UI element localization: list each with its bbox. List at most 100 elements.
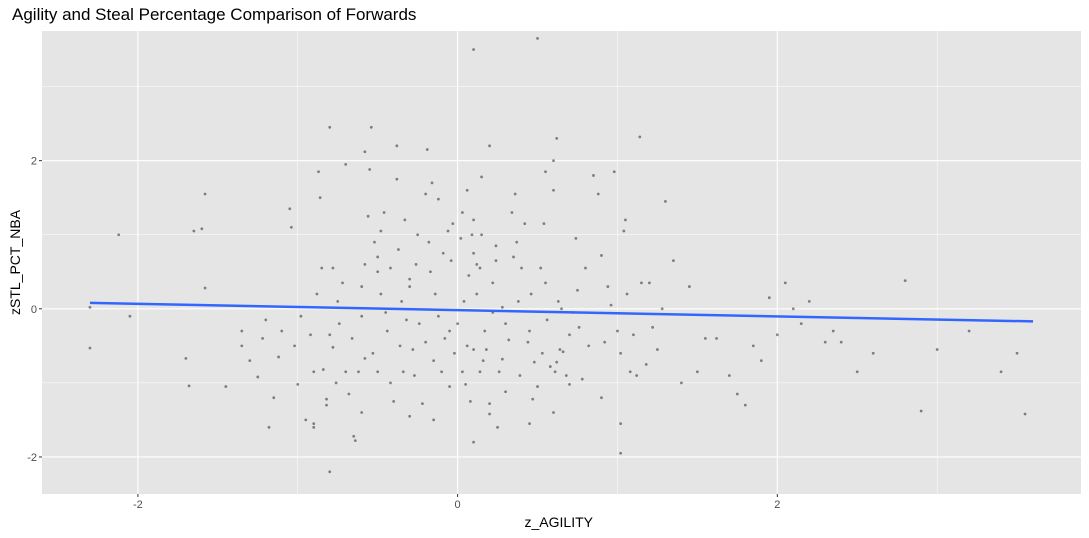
data-point: [417, 322, 421, 326]
data-point: [625, 292, 629, 296]
data-point: [376, 370, 380, 374]
data-point: [328, 470, 332, 474]
data-point: [544, 281, 547, 285]
data-point: [600, 254, 603, 257]
data-point: [516, 299, 520, 303]
data-point: [299, 314, 303, 318]
data-point: [619, 351, 623, 355]
data-point: [352, 434, 356, 438]
major-gridlines: [42, 31, 1081, 494]
data-point: [432, 359, 436, 363]
data-point: [456, 322, 459, 326]
data-point: [312, 425, 316, 429]
data-point: [494, 244, 498, 248]
data-point: [398, 344, 402, 348]
data-point: [715, 337, 718, 340]
data-point: [288, 207, 292, 211]
data-point: [544, 170, 547, 174]
data-point: [831, 329, 835, 333]
data-point: [556, 299, 560, 303]
data-point: [619, 422, 623, 426]
data-point: [839, 340, 843, 344]
data-point: [384, 311, 388, 314]
data-point: [389, 266, 392, 270]
data-point: [628, 370, 632, 374]
data-point: [999, 370, 1003, 374]
data-point: [366, 214, 370, 218]
data-point: [552, 159, 555, 163]
data-point: [427, 240, 431, 244]
data-point: [475, 292, 479, 296]
data-point: [483, 329, 487, 333]
data-point: [656, 348, 659, 351]
data-point: [360, 314, 364, 318]
minor-gridlines: [42, 31, 1081, 494]
data-point: [312, 370, 316, 374]
data-point: [432, 418, 436, 422]
data-point: [660, 307, 664, 311]
data-point: [472, 440, 475, 444]
data-point: [400, 299, 404, 303]
data-point: [488, 144, 491, 148]
data-point: [560, 307, 563, 311]
data-point: [561, 350, 565, 354]
data-point: [539, 266, 543, 270]
data-point: [264, 318, 268, 322]
data-point: [472, 48, 475, 51]
data-point: [192, 229, 196, 233]
data-points: [88, 37, 1027, 474]
data-point: [1023, 412, 1027, 416]
data-point: [337, 322, 341, 326]
data-point: [304, 418, 308, 422]
data-point: [523, 222, 527, 226]
x-tick-label: 0: [455, 499, 461, 511]
data-point: [528, 422, 531, 426]
data-point: [919, 409, 923, 413]
data-point: [117, 233, 121, 237]
data-point: [504, 390, 507, 394]
data-point: [727, 374, 731, 377]
data-point: [280, 329, 284, 333]
data-point: [467, 274, 471, 277]
data-point: [542, 222, 546, 226]
data-point: [379, 292, 383, 296]
data-point: [648, 281, 651, 285]
data-point: [751, 344, 755, 348]
data-point: [256, 375, 260, 379]
data-point: [903, 279, 907, 283]
data-point: [416, 233, 420, 237]
data-point: [616, 329, 619, 333]
axis-ticks: -2 0 2 -2 0 2: [27, 156, 780, 511]
data-point: [449, 259, 453, 263]
data-point: [88, 346, 92, 350]
data-point: [558, 348, 562, 351]
data-point: [576, 288, 579, 292]
data-point: [350, 337, 354, 340]
chart-title: Agility and Steal Percentage Comparison …: [12, 5, 417, 24]
data-point: [528, 329, 531, 333]
trend-line: [89, 301, 1034, 323]
data-point: [478, 266, 482, 270]
data-point: [371, 351, 375, 355]
data-point: [320, 266, 324, 270]
data-point: [448, 385, 452, 388]
data-point: [644, 362, 648, 366]
data-point: [472, 251, 475, 255]
data-point: [429, 270, 432, 274]
data-point: [413, 374, 416, 377]
data-point: [484, 348, 488, 351]
data-point: [513, 192, 517, 196]
data-point: [128, 314, 132, 318]
data-point: [325, 403, 328, 407]
data-point: [584, 266, 587, 270]
data-point: [807, 299, 811, 303]
data-point: [443, 337, 447, 340]
data-point: [531, 397, 535, 401]
data-point: [468, 400, 472, 403]
data-point: [296, 382, 300, 386]
data-point: [555, 360, 559, 364]
data-point: [545, 318, 549, 322]
data-point: [635, 374, 639, 377]
data-point: [382, 211, 386, 214]
